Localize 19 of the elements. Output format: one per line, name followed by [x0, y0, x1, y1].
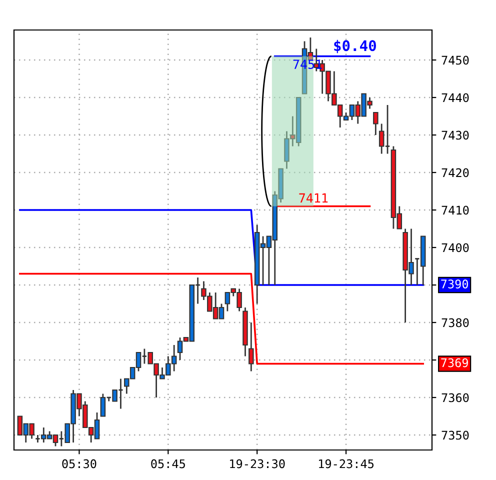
- annotation: 7411: [299, 193, 328, 203]
- y-tick-label: 7430: [442, 130, 469, 140]
- text: 7369: [441, 358, 468, 368]
- x-tick-label: 05:30: [62, 459, 96, 468]
- y-tick-label: 7400: [442, 243, 469, 252]
- y-tick-label: 7360: [442, 393, 469, 402]
- y-tick-label: 7450: [442, 56, 469, 65]
- x-tick-label: 19-23:45: [319, 459, 374, 468]
- y-tick-label: 7440: [442, 93, 469, 102]
- y-tick-label: 7380: [442, 318, 469, 328]
- candlestick: [373, 112, 378, 136]
- text: 7390: [441, 280, 468, 288]
- y-tick-label: 7410: [442, 206, 469, 215]
- candlestick: [248, 322, 254, 372]
- x-tick-label: 19-23:30: [230, 459, 285, 468]
- y-tick-label: 7350: [442, 430, 469, 440]
- y-tick-label: 7420: [442, 168, 469, 178]
- x-tick-label: 05:45: [151, 459, 185, 468]
- annotation: $0.40: [334, 40, 376, 54]
